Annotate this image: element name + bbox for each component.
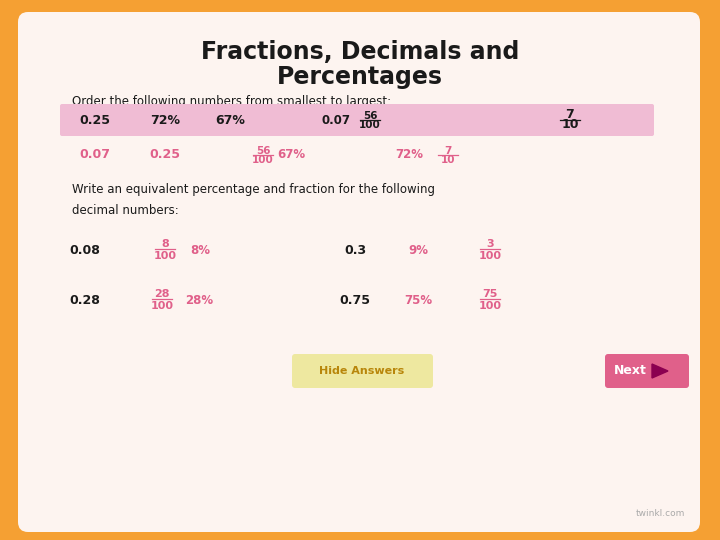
Text: 100: 100 — [479, 301, 502, 311]
Text: 0.28: 0.28 — [70, 294, 100, 307]
Text: 0.25: 0.25 — [79, 113, 110, 126]
Text: 72%: 72% — [150, 113, 180, 126]
FancyBboxPatch shape — [605, 354, 689, 388]
Text: 9%: 9% — [408, 244, 428, 256]
Text: 8%: 8% — [190, 244, 210, 256]
Text: twinkl.com: twinkl.com — [636, 510, 685, 518]
Text: 100: 100 — [153, 251, 176, 261]
Text: 28: 28 — [154, 289, 170, 299]
Text: 75%: 75% — [404, 294, 432, 307]
Text: 0.25: 0.25 — [150, 148, 181, 161]
Text: 100: 100 — [359, 120, 381, 130]
Text: 10: 10 — [441, 155, 455, 165]
Text: 100: 100 — [150, 301, 174, 311]
Text: Order the following numbers from smallest to largest:: Order the following numbers from smalles… — [72, 96, 391, 109]
Text: 56: 56 — [363, 111, 377, 121]
Text: 56: 56 — [256, 146, 270, 156]
Text: 67%: 67% — [215, 113, 245, 126]
Text: 28%: 28% — [185, 294, 213, 307]
Polygon shape — [652, 364, 668, 378]
Text: Fractions, Decimals and: Fractions, Decimals and — [201, 40, 519, 64]
FancyBboxPatch shape — [292, 354, 433, 388]
Text: 72%: 72% — [395, 148, 423, 161]
FancyBboxPatch shape — [18, 12, 700, 532]
Text: Percentages: Percentages — [277, 65, 443, 89]
Text: Hide Answers: Hide Answers — [320, 366, 405, 376]
Text: 0.07: 0.07 — [79, 148, 110, 161]
Text: 0.3: 0.3 — [344, 244, 366, 256]
Text: 0.75: 0.75 — [340, 294, 371, 307]
FancyBboxPatch shape — [60, 104, 654, 136]
Text: 100: 100 — [479, 251, 502, 261]
Text: Write an equivalent percentage and fraction for the following
decimal numbers:: Write an equivalent percentage and fract… — [72, 184, 435, 217]
Text: 0.08: 0.08 — [70, 244, 100, 256]
Text: 100: 100 — [252, 155, 274, 165]
Text: 10: 10 — [562, 118, 579, 132]
Text: 7: 7 — [444, 146, 451, 156]
Text: 8: 8 — [161, 239, 169, 249]
Text: 0.07: 0.07 — [321, 113, 350, 126]
Text: 67%: 67% — [277, 148, 305, 161]
Text: Next: Next — [613, 364, 647, 377]
Text: 75: 75 — [482, 289, 498, 299]
Text: 7: 7 — [566, 109, 575, 122]
Text: 3: 3 — [486, 239, 494, 249]
